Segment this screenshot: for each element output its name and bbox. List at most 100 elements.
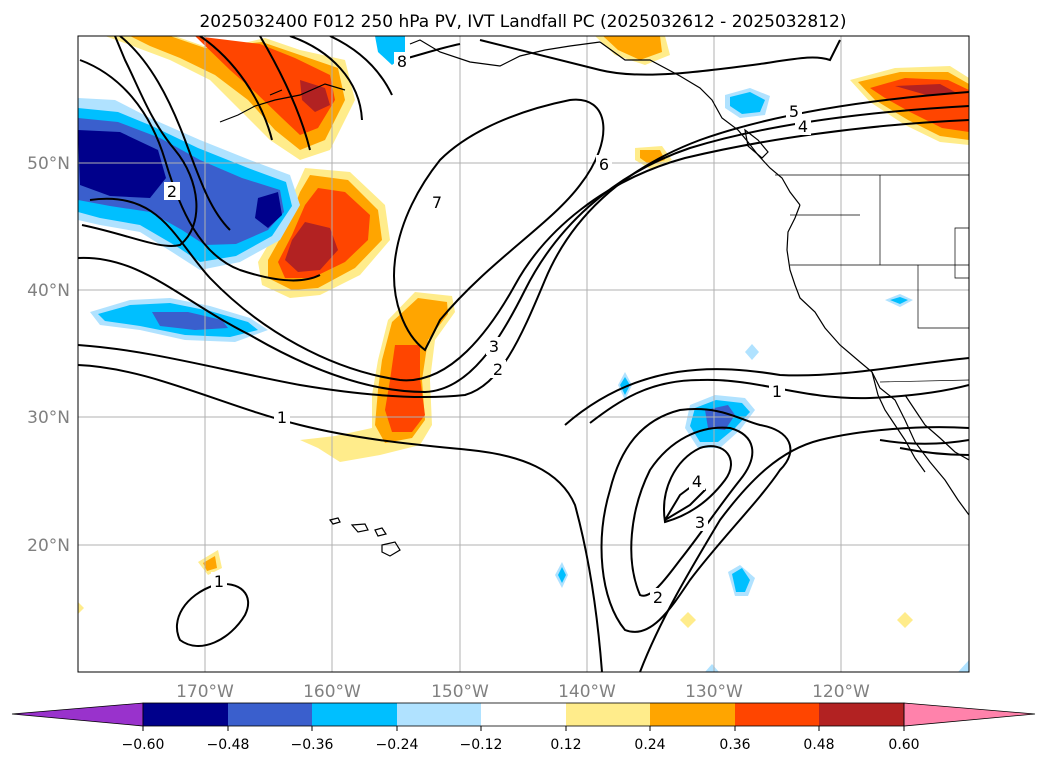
colorbar-segment [397, 703, 481, 726]
colorbar-segment [312, 703, 397, 726]
svg-text:4: 4 [798, 117, 808, 136]
map-background [78, 36, 969, 672]
colorbar-tick-label: 0.48 [803, 737, 834, 753]
contour-line [329, 36, 393, 96]
contour-label: 5 [786, 102, 802, 121]
pv-anomaly-negative [745, 344, 759, 360]
pv-anomaly-positive [895, 84, 955, 96]
contour-line [639, 426, 969, 672]
lon-label: 140°W [558, 682, 616, 702]
contour-label: 3 [486, 337, 502, 356]
pv-anomaly-negative [730, 92, 765, 114]
colorbar-segment [566, 703, 650, 726]
contour-line [78, 91, 969, 398]
contour-label: 4 [795, 117, 811, 136]
contour-label: 2 [164, 182, 180, 201]
svg-text:2: 2 [493, 360, 503, 379]
lat-label: 30°N [27, 408, 70, 428]
pv-anomaly-negative [958, 660, 969, 672]
colorbar-tick-label: −0.12 [460, 737, 503, 753]
contour-line [899, 447, 969, 456]
contour-label: 2 [490, 360, 506, 379]
svg-text:2: 2 [167, 182, 177, 201]
coastline-gulf-of-california [904, 394, 969, 461]
contour-line [630, 426, 754, 597]
pv-anomaly-positive [78, 602, 84, 614]
colorbar-segment [228, 703, 312, 726]
svg-text:6: 6 [599, 155, 609, 174]
map-panel: 1 1 1 2 2 2 3 3 4 4 5 6 7 8 [77, 35, 970, 673]
island-hawaii [328, 517, 401, 557]
contour-label: 7 [429, 193, 445, 212]
colorbar-tickmarks [142, 726, 905, 731]
contour-line [479, 39, 841, 76]
coastline-alaska [219, 39, 801, 206]
lon-label: 160°W [303, 682, 361, 702]
contour-line [81, 36, 198, 247]
pv-anomaly-positive [603, 36, 662, 60]
colorbar-extend-high [903, 702, 1036, 727]
colorbar-tick-label: 0.60 [888, 737, 919, 753]
contour-line [259, 36, 311, 151]
colorbar-tick-label: −0.60 [122, 737, 165, 753]
colorbar-segment [735, 703, 819, 726]
pv-negative-fills [78, 36, 969, 672]
svg-text:5: 5 [789, 102, 799, 121]
lat-label: 50°N [27, 154, 70, 174]
coastline-baja [871, 371, 926, 473]
svg-text:1: 1 [772, 382, 782, 401]
contour-line [175, 583, 250, 647]
svg-text:7: 7 [432, 193, 442, 212]
contour-line [879, 439, 969, 445]
pv-anomaly-positive [385, 345, 425, 432]
border-state [790, 175, 969, 329]
contour-label: 4 [689, 472, 705, 491]
pv-anomaly-negative [890, 297, 908, 304]
political-borders [775, 174, 969, 383]
contour-line [600, 408, 792, 633]
ivt-contours [78, 36, 969, 672]
svg-text:8: 8 [397, 52, 407, 71]
contour-line [199, 36, 273, 141]
gridlines [78, 36, 969, 672]
lat-label: 20°N [27, 536, 70, 556]
contour-line [78, 364, 603, 672]
contour-line [663, 445, 732, 524]
pv-anomaly-negative [78, 130, 166, 198]
coastline-west-coast [786, 204, 969, 516]
contour-label: 1 [769, 382, 785, 401]
svg-text:1: 1 [277, 408, 287, 427]
pv-anomaly-positive [203, 556, 217, 571]
pv-anomaly-negative [732, 568, 750, 592]
contour-line [289, 36, 363, 121]
lon-label: 170°W [176, 682, 234, 702]
colorbar-tick-label: 0.12 [550, 737, 581, 753]
svg-text:2: 2 [653, 588, 663, 607]
pv-anomaly-positive [285, 222, 338, 272]
map-frame [77, 35, 970, 673]
lon-label: 130°W [685, 682, 743, 702]
svg-text:3: 3 [489, 337, 499, 356]
colorbar-frame [142, 702, 905, 727]
contour-line [393, 98, 605, 352]
pv-anomaly-positive [195, 36, 335, 135]
pv-anomaly-negative [255, 192, 282, 228]
contour-line [79, 59, 321, 282]
colorbar-extend-low [11, 702, 144, 727]
colorbar-tick-label: −0.36 [291, 737, 334, 753]
border-us-mexico [879, 379, 969, 383]
svg-text:3: 3 [695, 513, 705, 532]
contour-labels: 1 1 1 2 2 2 3 3 4 4 5 6 7 8 [164, 52, 811, 607]
contour-label: 8 [394, 52, 410, 71]
pv-anomaly-negative [152, 312, 228, 330]
pv-anomaly-negative [705, 664, 719, 672]
contour-line [564, 357, 969, 426]
contour-label: 6 [596, 155, 612, 174]
island-vancouver [744, 128, 769, 159]
contour-label: 1 [211, 572, 227, 591]
colorbar-tick-labels: −0.60 −0.48 −0.36 −0.24 −0.12 0.12 0.24 … [122, 737, 920, 753]
contour-label: 1 [274, 408, 290, 427]
colorbar-segment [650, 703, 735, 726]
colorbar-tick-label: 0.36 [719, 737, 750, 753]
svg-text:4: 4 [692, 472, 702, 491]
